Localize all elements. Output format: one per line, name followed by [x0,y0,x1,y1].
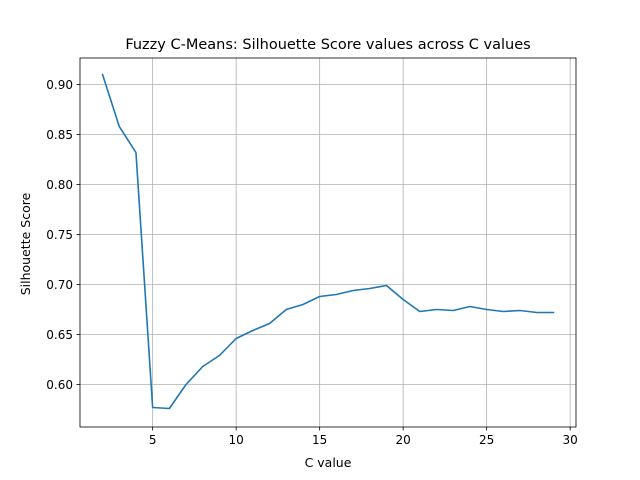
x-tick-label: 15 [312,433,327,447]
x-tick-label: 20 [396,433,411,447]
y-tick-label: 0.80 [46,178,73,192]
y-axis-label: Silhouette Score [18,192,33,295]
y-tick-label: 0.70 [46,278,73,292]
series-line [101,73,555,410]
x-tick-label: 10 [229,433,244,447]
x-tick-label: 30 [563,433,578,447]
y-tick-label: 0.75 [46,228,73,242]
chart-title: Fuzzy C-Means: Silhouette Score values a… [125,37,530,53]
plot-frame [79,57,577,428]
y-tick-label: 0.65 [46,328,73,342]
y-tick-label: 0.60 [46,378,73,392]
series-line-group [101,73,555,410]
x-tick-label: 5 [149,433,157,447]
tick-labels: 5 10 15 20 25 30 0.60 0.65 0.70 0.75 0.80 0.85 0.90 [46,78,578,447]
tick-marks [76,84,571,431]
grid-lines [80,58,576,427]
x-tick-label: 25 [479,433,494,447]
y-tick-label: 0.85 [46,128,73,142]
x-axis-label: C value [305,455,352,470]
y-tick-label: 0.90 [46,78,73,92]
